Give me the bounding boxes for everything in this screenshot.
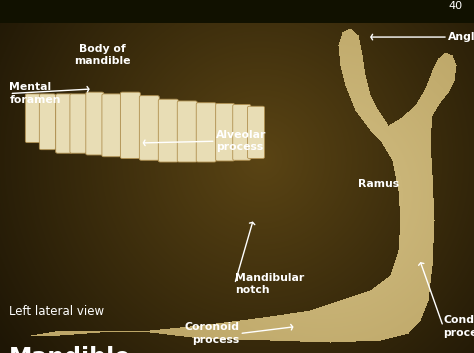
Text: Condylar
process: Condylar process: [443, 315, 474, 338]
FancyBboxPatch shape: [70, 94, 86, 153]
Text: Mental
foramen: Mental foramen: [9, 82, 61, 105]
FancyBboxPatch shape: [247, 106, 264, 158]
FancyBboxPatch shape: [86, 92, 104, 155]
Text: Mandible.: Mandible.: [9, 346, 140, 353]
FancyBboxPatch shape: [56, 94, 72, 153]
FancyBboxPatch shape: [39, 94, 55, 150]
FancyBboxPatch shape: [216, 103, 235, 161]
FancyBboxPatch shape: [139, 96, 159, 160]
FancyBboxPatch shape: [196, 103, 216, 162]
Text: 40: 40: [448, 1, 462, 11]
Text: Mandibular
notch: Mandibular notch: [235, 273, 304, 295]
FancyBboxPatch shape: [26, 94, 41, 143]
FancyBboxPatch shape: [158, 99, 178, 162]
FancyBboxPatch shape: [120, 92, 140, 158]
Bar: [0, 0, 474, 23]
FancyBboxPatch shape: [102, 94, 121, 157]
Text: Alveolar
process: Alveolar process: [216, 130, 266, 152]
FancyBboxPatch shape: [177, 101, 197, 162]
Text: Body of
mandible: Body of mandible: [73, 43, 130, 66]
Text: Coronoid
process: Coronoid process: [184, 322, 239, 345]
Text: Left lateral view: Left lateral view: [9, 305, 104, 318]
FancyBboxPatch shape: [233, 104, 251, 160]
Text: Angle: Angle: [448, 32, 474, 42]
Text: Ramus: Ramus: [358, 179, 399, 189]
